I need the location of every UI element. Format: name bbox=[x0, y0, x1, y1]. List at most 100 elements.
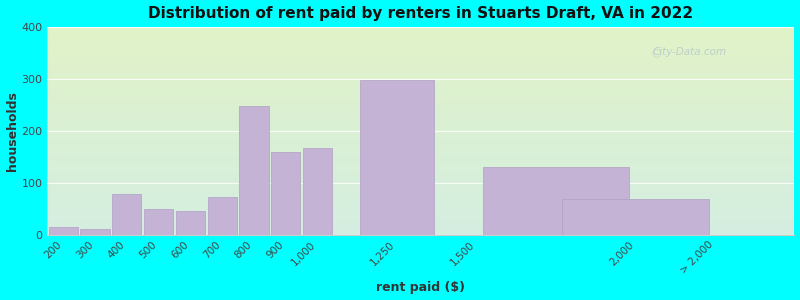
Bar bbox=[47, 221, 794, 222]
Bar bbox=[47, 163, 794, 164]
Bar bbox=[47, 57, 794, 59]
Bar bbox=[47, 69, 794, 70]
Bar bbox=[271, 152, 300, 235]
Bar bbox=[47, 207, 794, 208]
Bar bbox=[49, 227, 78, 235]
Bar bbox=[47, 167, 794, 168]
Bar bbox=[47, 187, 794, 188]
Bar bbox=[47, 118, 794, 119]
Bar bbox=[47, 29, 794, 30]
Bar bbox=[47, 185, 794, 186]
Bar bbox=[47, 220, 794, 221]
Bar bbox=[47, 112, 794, 113]
Bar bbox=[303, 148, 332, 235]
Bar bbox=[47, 195, 794, 196]
Bar bbox=[47, 87, 794, 88]
Bar bbox=[47, 154, 794, 155]
Bar bbox=[47, 134, 794, 135]
Bar bbox=[112, 194, 142, 235]
Bar bbox=[47, 172, 794, 173]
Bar bbox=[207, 197, 237, 235]
Bar bbox=[47, 153, 794, 154]
Bar bbox=[47, 130, 794, 131]
Bar bbox=[47, 186, 794, 187]
Bar bbox=[47, 74, 794, 75]
Bar bbox=[47, 94, 794, 95]
Bar bbox=[47, 136, 794, 137]
Bar bbox=[47, 79, 794, 80]
Bar bbox=[47, 68, 794, 69]
Bar bbox=[47, 196, 794, 197]
Bar bbox=[47, 234, 794, 235]
Bar bbox=[47, 146, 794, 148]
Bar bbox=[47, 41, 794, 42]
Title: Distribution of rent paid by renters in Stuarts Draft, VA in 2022: Distribution of rent paid by renters in … bbox=[148, 6, 694, 21]
Bar bbox=[47, 126, 794, 127]
Bar bbox=[47, 46, 794, 47]
Bar bbox=[47, 76, 794, 77]
Bar bbox=[47, 133, 794, 134]
Bar bbox=[47, 101, 794, 102]
Bar bbox=[47, 102, 794, 103]
Bar bbox=[47, 66, 794, 67]
Bar bbox=[47, 71, 794, 72]
Bar bbox=[47, 34, 794, 36]
Bar bbox=[239, 106, 269, 235]
Bar bbox=[47, 168, 794, 169]
Bar bbox=[47, 159, 794, 160]
Bar bbox=[47, 222, 794, 223]
Bar bbox=[47, 129, 794, 130]
Bar bbox=[47, 171, 794, 172]
Bar bbox=[47, 203, 794, 205]
Bar bbox=[47, 121, 794, 122]
Bar bbox=[47, 161, 794, 162]
Bar bbox=[47, 169, 794, 170]
Bar bbox=[47, 209, 794, 210]
Bar bbox=[47, 82, 794, 83]
Bar bbox=[361, 80, 434, 235]
Bar bbox=[47, 116, 794, 118]
Bar bbox=[47, 205, 794, 206]
Bar bbox=[47, 49, 794, 50]
Bar bbox=[47, 137, 794, 138]
Bar bbox=[47, 91, 794, 92]
Bar bbox=[47, 28, 794, 29]
Bar bbox=[47, 81, 794, 82]
Bar bbox=[47, 225, 794, 226]
Bar bbox=[47, 232, 794, 234]
Bar bbox=[47, 140, 794, 141]
Bar bbox=[47, 135, 794, 136]
Bar bbox=[47, 200, 794, 201]
Bar bbox=[47, 85, 794, 86]
Bar bbox=[47, 194, 794, 195]
Bar bbox=[483, 167, 629, 235]
Bar bbox=[47, 176, 794, 177]
Bar bbox=[47, 127, 794, 128]
Bar bbox=[47, 27, 794, 28]
Bar bbox=[47, 55, 794, 56]
Bar bbox=[47, 208, 794, 209]
Bar bbox=[47, 158, 794, 159]
Bar bbox=[47, 175, 794, 176]
Bar bbox=[47, 139, 794, 140]
Bar bbox=[47, 113, 794, 114]
Bar bbox=[47, 217, 794, 218]
Bar bbox=[47, 108, 794, 109]
Bar bbox=[47, 218, 794, 219]
Bar bbox=[47, 40, 794, 41]
Bar bbox=[47, 43, 794, 44]
Bar bbox=[47, 80, 794, 81]
Bar bbox=[47, 39, 794, 40]
Bar bbox=[47, 212, 794, 213]
Bar bbox=[47, 42, 794, 43]
Bar bbox=[47, 124, 794, 125]
Bar bbox=[47, 177, 794, 178]
Bar bbox=[47, 132, 794, 133]
Bar bbox=[176, 211, 205, 235]
Bar bbox=[47, 51, 794, 52]
Bar bbox=[47, 58, 794, 59]
Bar bbox=[47, 178, 794, 180]
Bar bbox=[47, 188, 794, 189]
Bar bbox=[47, 227, 794, 228]
Bar bbox=[47, 64, 794, 66]
